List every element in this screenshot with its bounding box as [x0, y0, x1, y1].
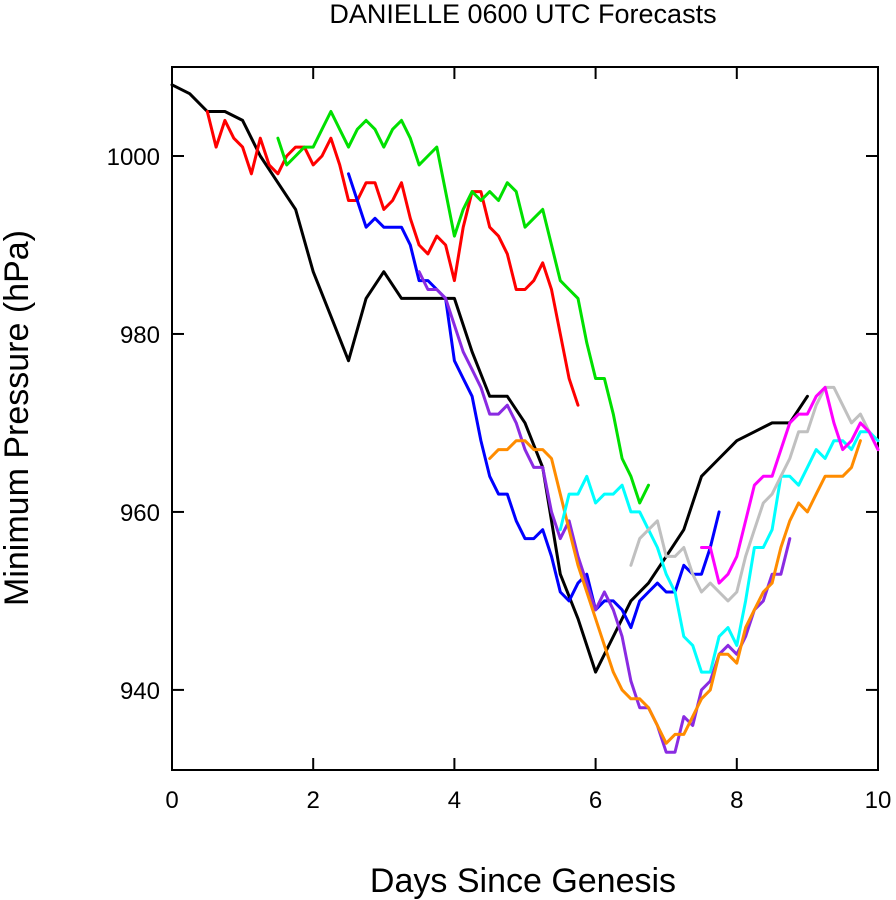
- y-tick-label: 960: [120, 500, 160, 527]
- x-tick-label: 4: [448, 787, 461, 814]
- series-line-5: [417, 270, 792, 754]
- x-tick-label: 6: [589, 787, 602, 814]
- series-line-4: [347, 172, 721, 630]
- y-axis-title: Minimum Pressure (hPa): [0, 230, 36, 606]
- plot-frame: [171, 66, 879, 771]
- x-axis-title: Days Since Genesis: [370, 862, 676, 900]
- y-tick-labels: 940 960 980 1000: [107, 144, 160, 705]
- x-tick-label: 2: [307, 787, 320, 814]
- chart-title: DANIELLE 0600 UTC Forecasts: [329, 0, 716, 29]
- series-line-2: [205, 110, 580, 407]
- series-lines: [170, 83, 880, 754]
- x-tick-label: 10: [865, 787, 892, 814]
- series-line-9: [700, 385, 880, 585]
- series-line-7: [558, 430, 880, 674]
- y-tick-label: 980: [120, 322, 160, 349]
- series-line-3: [276, 110, 650, 505]
- y-tick-label: 940: [120, 678, 160, 705]
- x-tick-label: 8: [730, 787, 743, 814]
- series-line-6: [488, 439, 862, 745]
- x-tick-label: 0: [165, 787, 178, 814]
- series-line-1: [170, 83, 809, 674]
- y-tick-label: 1000: [107, 144, 160, 171]
- x-tick-labels: 0 2 4 6 8 10: [165, 787, 891, 814]
- axis-ticks: [171, 67, 879, 770]
- series-line-8: [629, 385, 880, 603]
